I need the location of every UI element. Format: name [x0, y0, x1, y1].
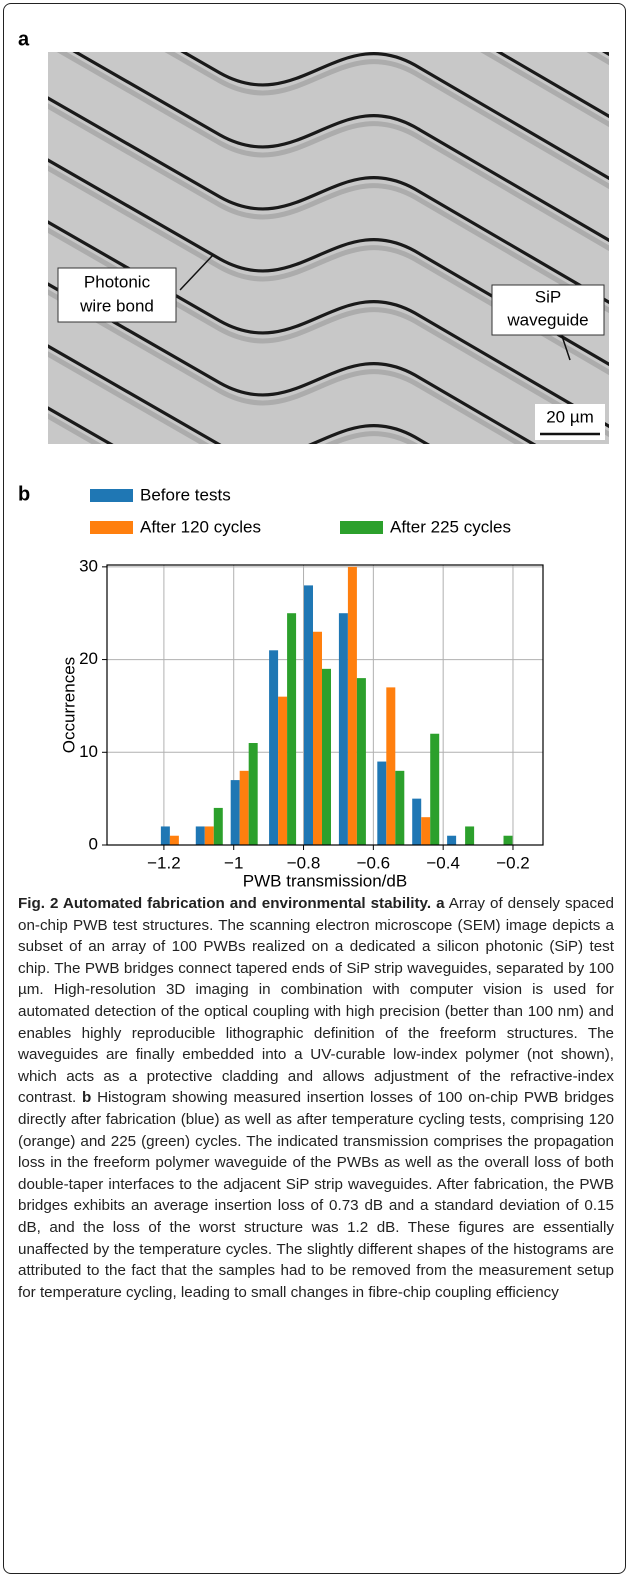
y-tick-label: 30: [79, 556, 98, 575]
bar: [195, 826, 205, 845]
waveguide-shadow: [56, 52, 609, 252]
bar: [377, 761, 387, 845]
bar: [312, 631, 322, 845]
bar: [239, 770, 249, 845]
bar: [230, 780, 240, 845]
figure: a Photonic wire bond SiP waveguide 20 µm…: [18, 0, 631, 890]
annotation: wire bond: [79, 296, 154, 315]
x-tick-label: −1: [224, 853, 243, 872]
y-axis-label: Occurrences: [59, 657, 78, 753]
y-tick-label: 0: [89, 834, 98, 853]
waveguide: [48, 96, 609, 305]
bar: [347, 566, 357, 845]
bar: [269, 650, 279, 845]
waveguide-shadow: [20, 0, 631, 30]
annotation-box: [57, 267, 177, 323]
bar: [213, 807, 223, 845]
x-tick-label: −0.6: [357, 853, 391, 872]
legend-swatch: [340, 521, 383, 534]
caption-part-label: a: [436, 895, 445, 912]
waveguide: [72, 52, 609, 243]
waveguide-shadow: [48, 165, 609, 376]
waveguide-shadow: [164, 52, 609, 190]
bar: [321, 668, 331, 845]
x-tick-label: −0.4: [426, 853, 460, 872]
caption-text: Histogram showing measured insertion los…: [18, 1089, 614, 1301]
bar: [356, 678, 366, 845]
bar: [447, 835, 457, 845]
bar: [412, 798, 422, 845]
waveguide: [180, 52, 609, 181]
x-tick-label: −1.2: [147, 853, 181, 872]
bar: [278, 696, 288, 845]
legend-label: After 225 cycles: [390, 517, 511, 536]
waveguide: [48, 158, 609, 367]
annotation-box: [491, 284, 605, 336]
caption-part-label: b: [82, 1089, 92, 1107]
waveguide: [48, 344, 431, 444]
caption: Fig. 2 Automated fabrication and environ…: [18, 893, 614, 1303]
bar: [160, 826, 170, 845]
bar: [287, 613, 297, 845]
bar: [386, 687, 396, 845]
x-axis-label: PWB transmission/dB: [243, 871, 407, 890]
legend-label: After 120 cycles: [140, 517, 261, 536]
bar: [169, 835, 179, 845]
waveguide: [48, 282, 537, 444]
annotation: waveguide: [506, 310, 588, 329]
waveguide-shadow: [48, 289, 525, 444]
caption-title: Fig. 2 Automated fabrication and environ…: [18, 895, 432, 912]
bar: [204, 826, 214, 845]
annotation: Photonic: [84, 272, 151, 291]
waveguide: [48, 220, 609, 429]
y-tick-label: 20: [79, 649, 98, 668]
plot-frame: [106, 564, 544, 846]
pointer: [179, 254, 214, 291]
bar: [338, 613, 348, 845]
bar: [503, 835, 513, 845]
bar: [395, 770, 405, 845]
legend-swatch: [90, 489, 133, 502]
scale-label: 20 µm: [546, 407, 594, 426]
bar: [303, 585, 313, 845]
panel-label: b: [18, 483, 30, 505]
waveguide: [20, 0, 631, 22]
waveguide-shadow: [48, 351, 418, 444]
bar: [430, 733, 440, 845]
figure-frame: [3, 3, 626, 1574]
legend-label: Before tests: [140, 485, 231, 504]
bar: [248, 743, 258, 845]
x-tick-label: −0.2: [496, 853, 530, 872]
legend-swatch: [90, 521, 133, 534]
bar: [465, 826, 475, 845]
bar: [421, 817, 431, 845]
waveguide-shadow: [48, 103, 609, 314]
sem-structures: [20, 0, 631, 444]
waveguide-shadow: [48, 227, 609, 438]
panel-label: a: [18, 28, 30, 50]
annotation: SiP: [535, 287, 561, 306]
x-tick-label: −0.8: [287, 853, 321, 872]
caption-text: Array of densely spaced on-chip PWB test…: [18, 895, 614, 1107]
y-tick-label: 10: [79, 742, 98, 761]
